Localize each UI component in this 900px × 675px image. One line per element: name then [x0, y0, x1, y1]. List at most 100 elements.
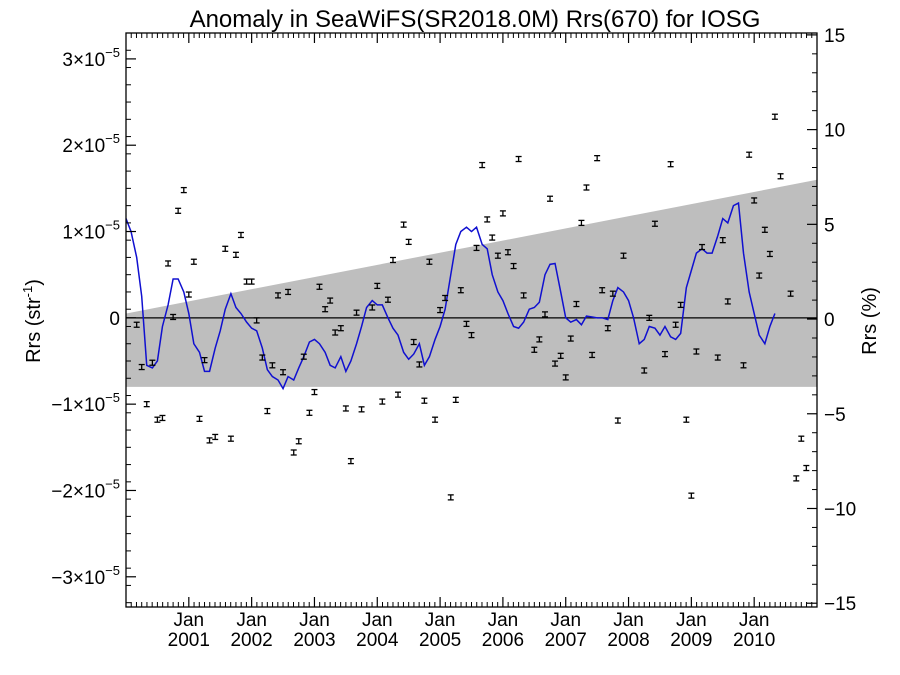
data-point — [531, 346, 538, 353]
y-right-tick-label: 10 — [824, 121, 845, 142]
smoothed-series-line — [125, 201, 776, 391]
data-point — [269, 362, 276, 369]
data-point — [306, 409, 313, 416]
data-point — [316, 283, 323, 290]
data-point — [452, 396, 459, 403]
data-point — [290, 449, 297, 456]
data-point — [646, 314, 653, 321]
y-right-tick-label: 0 — [824, 310, 835, 331]
data-point — [567, 335, 574, 342]
data-point — [677, 301, 684, 309]
data-point — [196, 415, 203, 422]
x-tick-label-year: 2009 — [670, 630, 712, 651]
data-point — [259, 354, 266, 361]
data-point — [578, 219, 585, 227]
data-point — [756, 272, 763, 279]
x-tick-label-month: Jan — [299, 610, 330, 631]
y-left-tick-label-base: 2×10 — [62, 136, 105, 157]
data-point — [683, 416, 690, 423]
data-point — [342, 405, 349, 412]
data-point — [133, 321, 140, 328]
data-point — [416, 361, 423, 368]
data-point — [651, 220, 658, 227]
data-point — [400, 221, 407, 228]
data-point — [358, 406, 365, 413]
data-point — [227, 435, 234, 442]
uncertainty-band — [126, 179, 817, 387]
y-axis-label-left-main: Rrs (str — [23, 297, 45, 363]
data-point — [149, 359, 156, 366]
data-point — [201, 356, 208, 364]
data-point — [562, 374, 569, 381]
y-left-tick-label: −3×10−5 — [51, 563, 120, 589]
y-axis-label-left-sup: -1 — [20, 286, 35, 298]
data-point — [253, 317, 260, 324]
y-left-tick-label-exponent: −5 — [105, 131, 120, 146]
data-point — [165, 260, 172, 267]
y-left-tick-label-exponent: −5 — [105, 45, 120, 60]
x-tick-label-month: Jan — [676, 610, 707, 631]
y-left-tick-label-base: 3×10 — [62, 50, 105, 71]
x-tick-label-month: Jan — [488, 610, 519, 631]
data-point — [437, 306, 444, 314]
data-point — [661, 350, 668, 358]
data-point — [489, 234, 496, 241]
data-point — [479, 161, 486, 169]
data-point — [599, 287, 606, 294]
data-point — [520, 292, 527, 299]
data-point — [494, 252, 501, 259]
data-point — [432, 416, 439, 423]
y-axis-label-left: Rrs (str-1) — [20, 279, 45, 363]
data-point — [369, 304, 376, 311]
y-right-tick-label: 5 — [824, 215, 835, 236]
data-point — [463, 320, 470, 328]
data-point — [295, 438, 302, 445]
data-point — [280, 369, 287, 376]
data-point — [138, 363, 145, 371]
data-point — [473, 244, 480, 252]
y-left-tick-label-exponent: −5 — [105, 476, 120, 491]
data-point — [243, 278, 250, 285]
data-point — [724, 298, 731, 305]
data-point — [237, 231, 244, 239]
plot-area: 3×10−52×10−51×10−50−1×10−5−2×10−5−3×10−5… — [51, 26, 856, 651]
data-point — [311, 388, 318, 396]
y-right-tick-label: −15 — [824, 594, 856, 615]
data-point — [143, 401, 150, 408]
data-point — [206, 437, 213, 444]
data-point — [557, 352, 564, 359]
x-tick-label-year: 2006 — [482, 630, 524, 651]
data-point — [374, 282, 381, 290]
data-point — [185, 291, 192, 298]
data-point — [447, 494, 454, 501]
data-point — [699, 243, 706, 251]
data-point — [589, 351, 596, 359]
y-right-tick-label: 15 — [824, 26, 845, 47]
x-tick-label-year: 2003 — [293, 630, 335, 651]
x-tick-label-month: Jan — [236, 610, 267, 631]
data-point — [395, 391, 402, 398]
data-point — [614, 417, 621, 424]
data-point — [766, 250, 773, 258]
data-point — [583, 184, 590, 191]
y-axis-label-right: Rrs (%) — [859, 287, 881, 355]
x-tick-label-year: 2004 — [356, 630, 399, 651]
data-point — [457, 287, 464, 294]
y-left-tick-label-base: 1×10 — [62, 223, 105, 244]
y-left-tick-label-exponent: −5 — [105, 218, 120, 233]
data-point — [604, 325, 611, 332]
data-point — [672, 321, 679, 328]
y-left-tick-label: −2×10−5 — [51, 476, 120, 502]
x-tick-label-month: Jan — [173, 610, 204, 631]
data-point — [746, 151, 753, 158]
x-tick-label-month: Jan — [362, 610, 393, 631]
data-point — [573, 300, 580, 308]
x-tick-label-year: 2002 — [230, 630, 272, 651]
y-left-tick-label-base: −3×10 — [51, 568, 105, 589]
y-left-tick-label-exponent: −5 — [105, 390, 120, 405]
data-point — [322, 306, 329, 313]
x-tick-label-month: Jan — [613, 610, 644, 631]
x-tick-label-year: 2010 — [733, 630, 775, 651]
data-point — [468, 331, 475, 339]
